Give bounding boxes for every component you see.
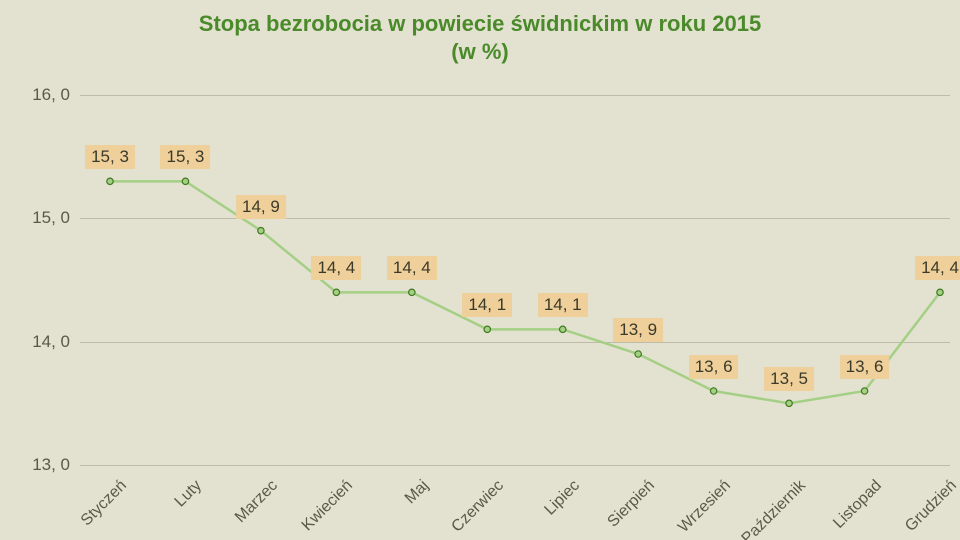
data-label: 14, 1 bbox=[462, 293, 512, 317]
data-marker bbox=[333, 289, 339, 295]
data-label: 14, 9 bbox=[236, 195, 286, 219]
y-axis-label: 15, 0 bbox=[25, 208, 70, 228]
data-marker bbox=[710, 388, 716, 394]
data-label: 13, 6 bbox=[689, 355, 739, 379]
x-axis-label: Sierpień bbox=[605, 477, 659, 531]
series-line bbox=[110, 181, 940, 403]
chart-area: 13, 014, 015, 016, 015, 315, 314, 914, 4… bbox=[80, 95, 950, 465]
data-marker bbox=[484, 326, 490, 332]
data-marker bbox=[635, 351, 641, 357]
x-axis-label: Grudzień bbox=[902, 477, 960, 536]
line-plot bbox=[80, 95, 950, 465]
data-label: 13, 5 bbox=[764, 367, 814, 391]
x-axis-label: Czerwiec bbox=[449, 477, 508, 536]
chart-title-line1: Stopa bezrobocia w powiecie świdnickim w… bbox=[199, 11, 761, 36]
x-axis-label: Maj bbox=[402, 477, 433, 508]
gridline bbox=[80, 465, 950, 466]
x-axis-label: Marzec bbox=[232, 477, 282, 527]
data-marker bbox=[937, 289, 943, 295]
chart-title-line2: (w %) bbox=[451, 39, 508, 64]
data-label: 13, 9 bbox=[613, 318, 663, 342]
y-axis-label: 16, 0 bbox=[25, 85, 70, 105]
y-axis-label: 14, 0 bbox=[25, 332, 70, 352]
data-label: 13, 6 bbox=[840, 355, 890, 379]
y-axis-label: 13, 0 bbox=[25, 455, 70, 475]
x-axis-label: Styczeń bbox=[78, 477, 131, 530]
data-marker bbox=[182, 178, 188, 184]
data-label: 15, 3 bbox=[85, 145, 135, 169]
data-marker bbox=[786, 400, 792, 406]
data-label: 14, 4 bbox=[915, 256, 960, 280]
data-marker bbox=[861, 388, 867, 394]
data-label: 15, 3 bbox=[161, 145, 211, 169]
x-axis-label: Wrzesień bbox=[675, 477, 735, 537]
x-axis-label: Luty bbox=[172, 477, 206, 511]
x-axis-label: Lipiec bbox=[541, 477, 583, 519]
data-label: 14, 1 bbox=[538, 293, 588, 317]
chart-title: Stopa bezrobocia w powiecie świdnickim w… bbox=[0, 10, 960, 65]
data-marker bbox=[560, 326, 566, 332]
x-axis-label: Listopad bbox=[830, 477, 886, 533]
x-axis-label: Październik bbox=[739, 477, 810, 540]
data-label: 14, 4 bbox=[311, 256, 361, 280]
data-marker bbox=[258, 227, 264, 233]
x-axis-label: Kwiecień bbox=[299, 477, 357, 535]
data-marker bbox=[107, 178, 113, 184]
data-label: 14, 4 bbox=[387, 256, 437, 280]
data-marker bbox=[409, 289, 415, 295]
